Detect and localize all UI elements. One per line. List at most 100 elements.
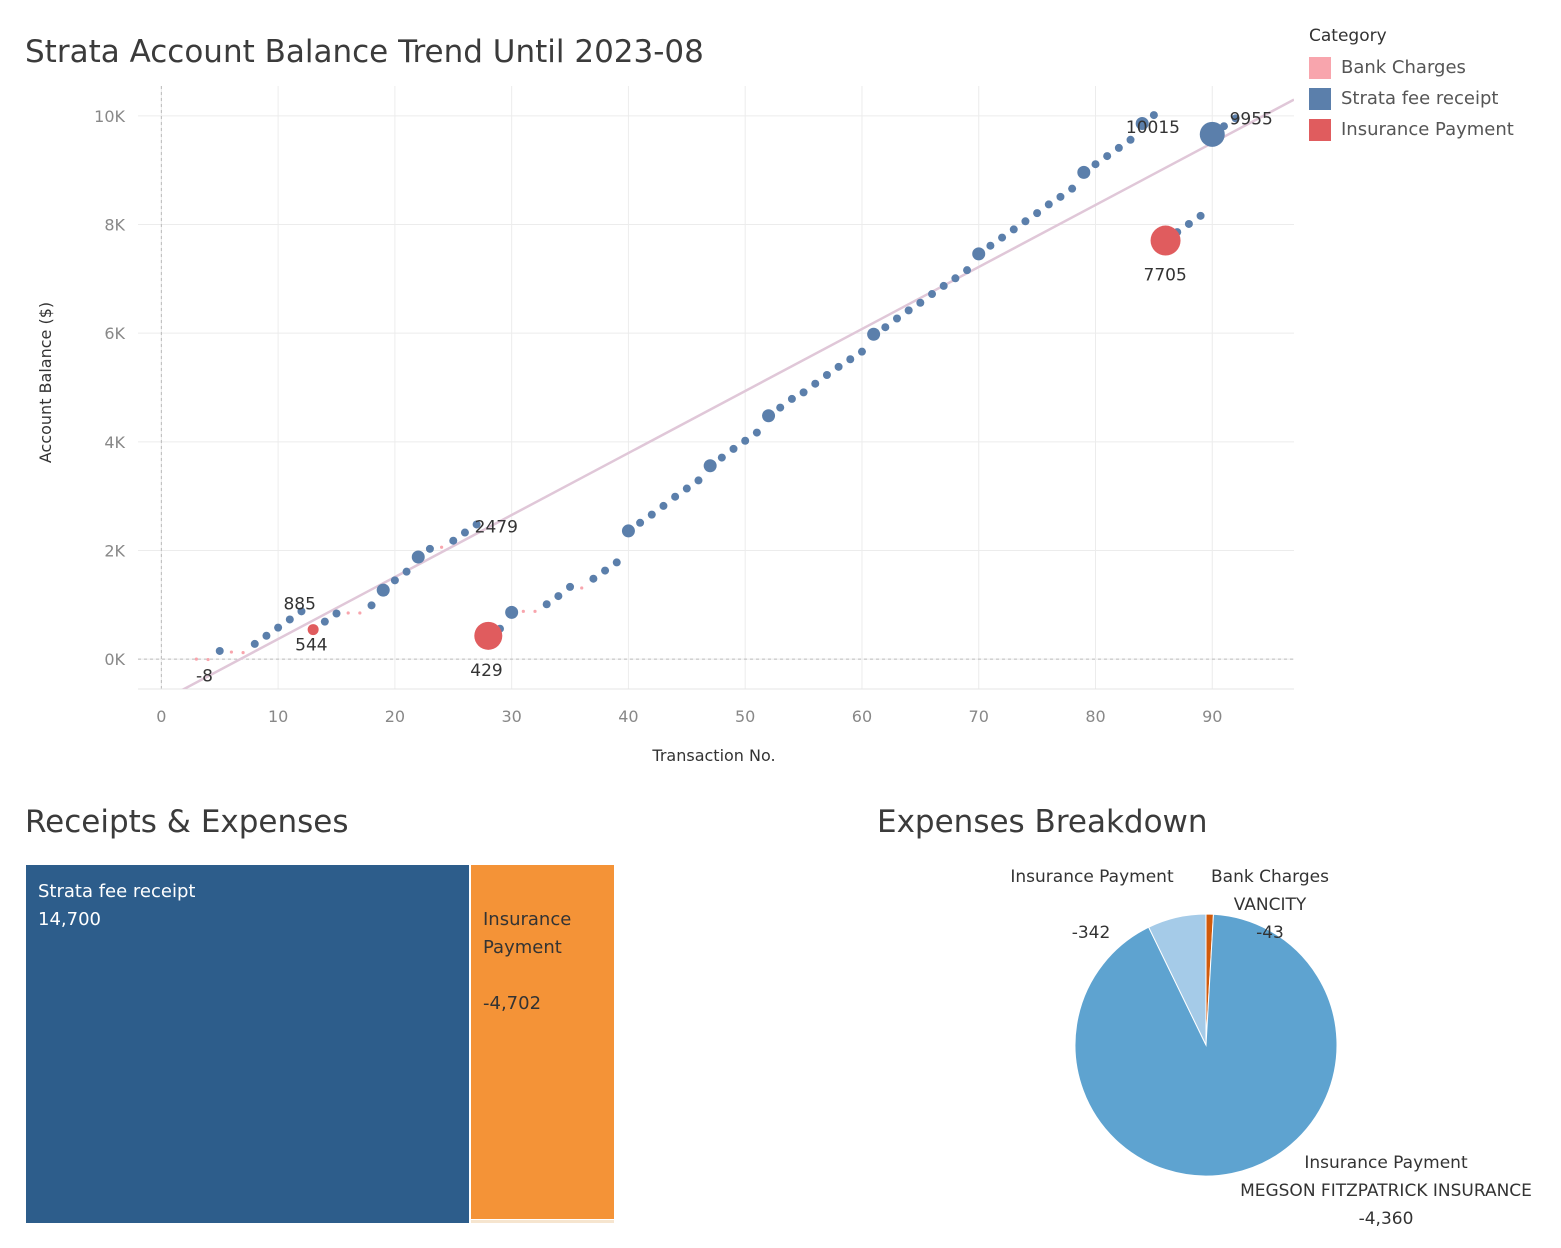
strata-fee-point <box>376 583 390 597</box>
strata-fee-point <box>867 327 881 341</box>
legend-item-bank-charges[interactable]: Bank Charges <box>1309 52 1514 83</box>
data-label: 885 <box>283 594 315 614</box>
insurance-payment-point <box>474 621 503 650</box>
strata-fee-point <box>694 476 703 485</box>
legend-swatch <box>1309 56 1331 79</box>
data-label: 544 <box>295 636 327 656</box>
data-label: 9955 <box>1230 109 1273 129</box>
y-tick-label: 4K <box>104 433 125 452</box>
strata-fee-point <box>799 388 808 397</box>
treemap-tile-strata-fee-receipt[interactable]: Strata fee receipt 14,700 <box>26 865 469 1223</box>
insurance-payment-point <box>307 624 319 636</box>
x-tick-label: 90 <box>1202 707 1222 726</box>
data-label: 7705 <box>1144 266 1187 286</box>
pie-chart-title: Expenses Breakdown <box>877 804 1208 840</box>
treemap-tile-value: 14,700 <box>38 909 101 930</box>
strata-fee-point <box>951 274 960 283</box>
pie-label: Insurance Payment <box>1010 867 1174 887</box>
treemap-tile-name: Strata fee receipt <box>38 881 196 902</box>
strata-fee-point <box>320 617 329 626</box>
strata-fee-point <box>505 605 519 619</box>
strata-fee-point <box>752 428 761 437</box>
treemap-tile-insurance-payment[interactable]: Insurance Payment -4,702 <box>471 865 614 1219</box>
pie-label: -342 <box>1072 923 1111 943</box>
data-label: 2479 <box>475 517 518 537</box>
legend-item-strata-fee-receipt[interactable]: Strata fee receipt <box>1309 83 1514 114</box>
strata-fee-point <box>621 524 635 538</box>
y-tick-label: 0K <box>104 650 125 669</box>
strata-fee-point <box>1033 209 1042 218</box>
strata-fee-point <box>1068 184 1077 193</box>
strata-fee-point <box>1184 219 1193 228</box>
strata-fee-point <box>762 409 776 423</box>
bank-charge-point <box>521 609 525 613</box>
strata-fee-point <box>285 615 294 624</box>
legend-label: Insurance Payment <box>1341 119 1514 140</box>
strata-fee-point <box>928 290 937 299</box>
legend-label: Strata fee receipt <box>1341 88 1499 109</box>
strata-fee-point <box>1126 135 1135 144</box>
pie-label: VANCITY <box>1234 895 1307 915</box>
strata-fee-point <box>904 306 913 315</box>
strata-fee-point <box>367 601 376 610</box>
x-tick-label: 40 <box>618 707 638 726</box>
bank-charge-point <box>206 657 210 662</box>
strata-fee-point <box>215 646 224 655</box>
pie-label: MEGSON FITZPATRICK INSURANCE <box>1240 1181 1532 1201</box>
strata-fee-point <box>787 394 796 403</box>
legend-swatch <box>1309 118 1331 141</box>
strata-fee-point <box>939 281 948 290</box>
strata-fee-point <box>682 484 691 493</box>
strata-fee-point <box>1149 111 1158 120</box>
strata-fee-point <box>846 355 855 364</box>
strata-fee-point <box>472 520 481 529</box>
treemap-tile-value: -4,702 <box>483 993 542 1014</box>
treemap-tile-bank-charges[interactable] <box>471 1220 614 1223</box>
x-axis-title: Transaction No. <box>651 746 775 765</box>
strata-fee-point <box>542 600 551 609</box>
strata-fee-point <box>460 528 469 537</box>
data-label: 10015 <box>1126 118 1180 138</box>
legend-item-insurance-payment[interactable]: Insurance Payment <box>1309 114 1514 145</box>
strata-fee-point <box>729 444 738 453</box>
bank-charge-point <box>358 611 362 615</box>
pie-label: -43 <box>1256 923 1284 943</box>
category-legend: Category Bank Charges Strata fee receipt… <box>1309 26 1514 145</box>
strata-fee-point <box>1114 143 1123 152</box>
strata-fee-point <box>1021 217 1030 226</box>
strata-fee-point <box>1091 160 1100 169</box>
strata-fee-point <box>1231 114 1240 123</box>
legend-label: Bank Charges <box>1341 57 1466 78</box>
x-tick-label: 20 <box>385 707 405 726</box>
pie-slice-insurance-payment <box>1148 913 1207 1046</box>
treemap-title: Receipts & Expenses <box>25 804 349 840</box>
strata-fee-point <box>250 639 259 648</box>
strata-fee-point <box>612 558 621 567</box>
bank-charge-point <box>229 650 234 654</box>
x-tick-label: 0 <box>156 707 166 726</box>
pie-label: Bank Charges <box>1211 867 1329 887</box>
strata-fee-point <box>881 323 890 332</box>
strata-fee-point <box>1009 225 1018 234</box>
strata-fee-point <box>1199 121 1225 147</box>
strata-fee-point <box>892 314 901 323</box>
strata-fee-point <box>717 453 726 462</box>
strata-fee-point <box>262 631 271 640</box>
strata-fee-point <box>811 379 820 388</box>
y-tick-label: 2K <box>104 541 125 560</box>
strata-fee-point <box>776 403 785 412</box>
expenses-pie-chart: Insurance Payment MEGSON FITZPATRICK INSU… <box>1010 867 1532 1229</box>
strata-fee-point <box>1135 116 1149 130</box>
y-axis-title: Account Balance ($) <box>36 302 55 463</box>
bank-charge-point <box>439 545 444 549</box>
strata-fee-point <box>998 233 1007 242</box>
strata-fee-point <box>449 536 458 545</box>
strata-fee-point <box>822 371 831 380</box>
strata-fee-point <box>601 566 610 575</box>
strata-fee-point <box>1077 165 1091 179</box>
strata-fee-point <box>411 550 425 564</box>
trend-line <box>181 98 1294 689</box>
x-tick-label: 30 <box>501 707 521 726</box>
x-tick-label: 50 <box>735 707 755 726</box>
strata-fee-point <box>659 501 668 510</box>
